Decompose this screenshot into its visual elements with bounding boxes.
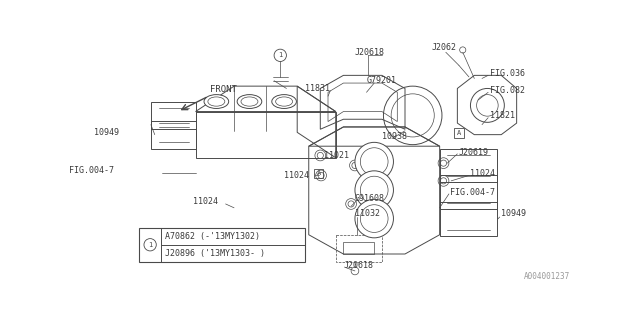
Text: J20896 ('13MY1303- ): J20896 ('13MY1303- )	[164, 249, 265, 258]
Text: FIG.082: FIG.082	[490, 86, 525, 95]
Text: J20619: J20619	[459, 148, 489, 157]
Ellipse shape	[355, 171, 394, 209]
Ellipse shape	[272, 95, 296, 108]
Text: 11024: 11024	[470, 169, 495, 178]
Bar	[314, 169, 323, 178]
Text: FIG.036: FIG.036	[490, 68, 525, 77]
Text: A: A	[457, 130, 461, 136]
Text: FIG.004-7: FIG.004-7	[450, 188, 495, 197]
Text: 11024: 11024	[284, 171, 308, 180]
Text: 10938: 10938	[382, 132, 407, 141]
Text: 11021: 11021	[324, 151, 349, 160]
Ellipse shape	[360, 148, 388, 175]
Ellipse shape	[355, 199, 394, 238]
Bar	[140, 228, 305, 262]
Text: 11024: 11024	[193, 197, 218, 206]
Text: 10949: 10949	[93, 128, 118, 137]
Text: 10949: 10949	[501, 210, 526, 219]
Text: FRONT: FRONT	[210, 85, 237, 94]
Text: A70862 (-'13MY1302): A70862 (-'13MY1302)	[164, 232, 260, 242]
Text: 11821: 11821	[490, 111, 515, 120]
Text: A004001237: A004001237	[524, 272, 570, 281]
Text: J20618: J20618	[344, 261, 373, 270]
Text: A: A	[317, 170, 321, 176]
Ellipse shape	[204, 95, 228, 108]
Text: J20618: J20618	[355, 48, 385, 57]
Text: J2062: J2062	[432, 43, 457, 52]
Bar	[454, 129, 463, 138]
Text: G79201: G79201	[367, 76, 397, 85]
Text: 11831: 11831	[305, 84, 330, 93]
Ellipse shape	[237, 95, 262, 108]
Ellipse shape	[360, 176, 388, 204]
Ellipse shape	[360, 205, 388, 232]
Text: FIG.004-7: FIG.004-7	[69, 166, 114, 175]
Text: 11032: 11032	[355, 210, 380, 219]
Text: 1: 1	[148, 242, 152, 248]
Text: 1: 1	[278, 52, 282, 58]
Text: G91608: G91608	[355, 194, 385, 203]
Ellipse shape	[355, 142, 394, 181]
